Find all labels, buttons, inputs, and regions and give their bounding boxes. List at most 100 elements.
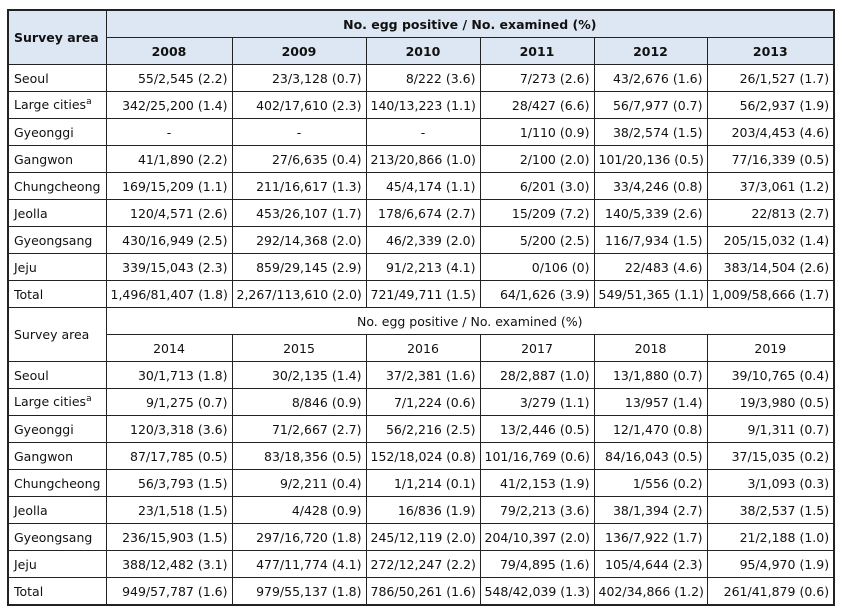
data-row: Jeolla 120/4,571 (2.6) 453/26,107 (1.7) 178… [7, 199, 835, 227]
area-name: Gangwon [14, 448, 73, 464]
data-row: Total 949/57,787 (1.6) 979/55,137 (1.8) 786… [7, 577, 835, 606]
value-cell: 245/12,119 (2.0) [365, 523, 481, 551]
value-cell: 292/14,368 (2.0) [231, 226, 367, 254]
value-cell: 205/15,032 (1.4) [706, 226, 835, 254]
data-table: Survey area No. egg positive / No. examin… [7, 9, 836, 606]
area-name: Jeolla [14, 205, 48, 221]
value-cell: 9/2,211 (0.4) [231, 469, 367, 497]
value-cell: - [105, 118, 233, 146]
area-name: Seoul [14, 367, 49, 383]
area-cell: Gyeonggi [7, 415, 107, 443]
area-name: Total [14, 286, 44, 302]
data-row: Seoul 30/1,713 (1.8) 30/2,135 (1.4) 37/2,38… [7, 361, 835, 389]
value-cell: 120/4,571 (2.6) [105, 199, 233, 227]
value-cell: 136/7,922 (1.7) [593, 523, 708, 551]
value-cell: 28/2,887 (1.0) [479, 361, 595, 389]
year-header: 2015 [231, 334, 367, 362]
value-cell: 38/2,574 (1.5) [593, 118, 708, 146]
area-cell: Gyeonggi [7, 118, 107, 146]
value-cell: 272/12,247 (2.2) [365, 550, 481, 578]
year-row: 2014 2015 2016 2017 2018 2019 [8, 334, 835, 362]
value-cell: 383/14,504 (2.6) [706, 253, 835, 281]
area-cell: Jeolla [7, 199, 107, 227]
value-cell: 7/273 (2.6) [479, 64, 595, 92]
value-cell: 2/100 (2.0) [479, 145, 595, 173]
value-cell: 13/1,880 (0.7) [593, 361, 708, 389]
data-row: Jeju 339/15,043 (2.3) 859/29,145 (2.9) 91/2… [7, 253, 835, 281]
value-cell: - [231, 118, 367, 146]
value-cell: 7/1,224 (0.6) [365, 388, 481, 416]
value-cell: 19/3,980 (0.5) [706, 388, 835, 416]
area-name: Jeju [14, 259, 37, 275]
year-header: 2009 [231, 37, 367, 65]
value-cell: 388/12,482 (3.1) [105, 550, 233, 578]
area-cell: Jeolla [7, 496, 107, 524]
value-cell: 56/7,977 (0.7) [593, 91, 708, 119]
value-cell: 1/110 (0.9) [479, 118, 595, 146]
data-row: Chungcheong 56/3,793 (1.5) 9/2,211 (0.4) 1/… [7, 469, 835, 497]
value-cell: 5/200 (2.5) [479, 226, 595, 254]
value-cell: 140/5,339 (2.6) [593, 199, 708, 227]
value-cell: - [365, 118, 481, 146]
value-cell: 41/1,890 (2.2) [105, 145, 233, 173]
value-cell: 342/25,200 (1.4) [105, 91, 233, 119]
value-cell: 0/106 (0) [479, 253, 595, 281]
row-label-header: Survey area [7, 9, 107, 65]
value-cell: 8/222 (3.6) [365, 64, 481, 92]
value-cell: 213/20,866 (1.0) [365, 145, 481, 173]
year-header: 2013 [706, 37, 835, 65]
value-cell: 211/16,617 (1.3) [231, 172, 367, 200]
column-group-title: No. egg positive / No. examined (%) [105, 9, 835, 38]
year-header: 2014 [105, 334, 233, 362]
value-cell: 21/2,188 (1.0) [706, 523, 835, 551]
year-header: 2008 [105, 37, 233, 65]
area-name: Chungcheong [14, 475, 101, 491]
value-cell: 30/2,135 (1.4) [231, 361, 367, 389]
area-name: Gyeonggi [14, 124, 74, 140]
value-cell: 101/20,136 (0.5) [593, 145, 708, 173]
area-cell: Seoul [7, 64, 107, 92]
value-cell: 37/15,035 (0.2) [706, 442, 835, 470]
data-row: Gangwon 41/1,890 (2.2) 27/6,635 (0.4) 213/2… [7, 145, 835, 173]
value-cell: 56/2,216 (2.5) [365, 415, 481, 443]
value-cell: 23/1,518 (1.5) [105, 496, 233, 524]
value-cell: 39/10,765 (0.4) [706, 361, 835, 389]
footnote-mark: a [86, 394, 92, 405]
area-cell: Gyeongsang [7, 523, 107, 551]
area-name: Jeolla [14, 502, 48, 518]
value-cell: 4/428 (0.9) [231, 496, 367, 524]
value-cell: 169/15,209 (1.1) [105, 172, 233, 200]
year-header: 2011 [479, 37, 595, 65]
value-cell: 339/15,043 (2.3) [105, 253, 233, 281]
header-row: Survey area No. egg positive / No. examin… [7, 307, 835, 362]
value-cell: 140/13,223 (1.1) [365, 91, 481, 119]
area-name: Large cities [14, 394, 87, 410]
value-cell: 22/813 (2.7) [706, 199, 835, 227]
value-cell: 16/836 (1.9) [365, 496, 481, 524]
value-cell: 236/15,903 (1.5) [105, 523, 233, 551]
value-cell: 38/1,394 (2.7) [593, 496, 708, 524]
value-cell: 43/2,676 (1.6) [593, 64, 708, 92]
column-group-title: No. egg positive / No. examined (%) [105, 307, 835, 335]
value-cell: 13/957 (1.4) [593, 388, 708, 416]
data-row: Jeju 388/12,482 (3.1) 477/11,774 (4.1) 272/… [7, 550, 835, 578]
value-cell: 9/1,311 (0.7) [706, 415, 835, 443]
value-cell: 56/3,793 (1.5) [105, 469, 233, 497]
area-cell: Total [7, 280, 107, 308]
value-cell: 3/1,093 (0.3) [706, 469, 835, 497]
year-header: 2010 [365, 37, 481, 65]
value-cell: 37/2,381 (1.6) [365, 361, 481, 389]
area-cell: Gyeongsang [7, 226, 107, 254]
area-name: Gyeonggi [14, 421, 74, 437]
value-cell: 116/7,934 (1.5) [593, 226, 708, 254]
value-cell: 15/209 (7.2) [479, 199, 595, 227]
value-cell: 721/49,711 (1.5) [365, 280, 481, 308]
area-cell: Large citiesa [7, 91, 107, 119]
value-cell: 859/29,145 (2.9) [231, 253, 367, 281]
value-cell: 22/483 (4.6) [593, 253, 708, 281]
data-row: Chungcheong 169/15,209 (1.1) 211/16,617 (1… [7, 172, 835, 200]
data-row: Gyeonggi 120/3,318 (3.6) 71/2,667 (2.7) 56/… [7, 415, 835, 443]
year-header: 2018 [593, 334, 708, 362]
data-row: Large citiesa 9/1,275 (0.7) 8/846 (0.9) 7/1… [7, 388, 835, 416]
value-cell: 95/4,970 (1.9) [706, 550, 835, 578]
